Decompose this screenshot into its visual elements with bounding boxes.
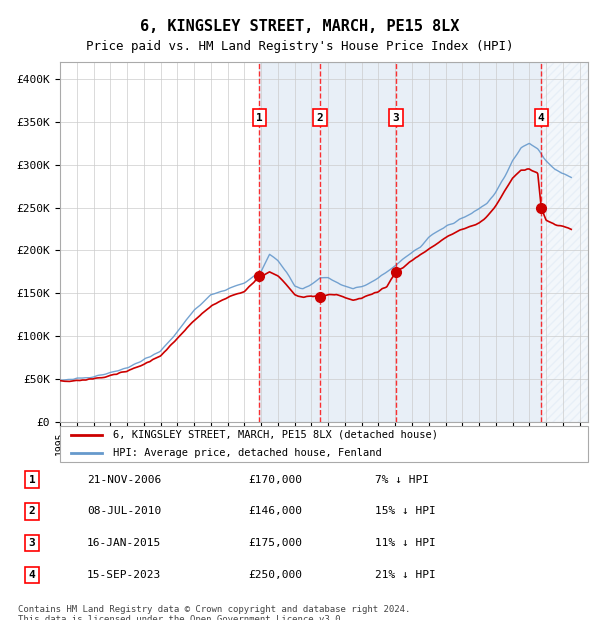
Bar <box>259 62 541 422</box>
Text: 4: 4 <box>29 570 35 580</box>
Text: 2: 2 <box>317 113 323 123</box>
FancyBboxPatch shape <box>60 426 588 462</box>
Text: 7% ↓ HPI: 7% ↓ HPI <box>375 474 429 485</box>
Text: Contains HM Land Registry data © Crown copyright and database right 2024.
This d: Contains HM Land Registry data © Crown c… <box>18 604 410 620</box>
Text: HPI: Average price, detached house, Fenland: HPI: Average price, detached house, Fenl… <box>113 448 382 458</box>
Text: 3: 3 <box>29 538 35 548</box>
Text: 6, KINGSLEY STREET, MARCH, PE15 8LX (detached house): 6, KINGSLEY STREET, MARCH, PE15 8LX (det… <box>113 430 438 440</box>
Text: 6, KINGSLEY STREET, MARCH, PE15 8LX: 6, KINGSLEY STREET, MARCH, PE15 8LX <box>140 19 460 33</box>
Text: £250,000: £250,000 <box>248 570 302 580</box>
Text: 1: 1 <box>256 113 263 123</box>
Text: 15% ↓ HPI: 15% ↓ HPI <box>375 507 436 516</box>
Text: 3: 3 <box>392 113 399 123</box>
Text: 21% ↓ HPI: 21% ↓ HPI <box>375 570 436 580</box>
Text: Price paid vs. HM Land Registry's House Price Index (HPI): Price paid vs. HM Land Registry's House … <box>86 40 514 53</box>
Text: 11% ↓ HPI: 11% ↓ HPI <box>375 538 436 548</box>
Bar <box>541 62 588 422</box>
Text: 2: 2 <box>29 507 35 516</box>
Text: 15-SEP-2023: 15-SEP-2023 <box>87 570 161 580</box>
Text: £175,000: £175,000 <box>248 538 302 548</box>
Text: £170,000: £170,000 <box>248 474 302 485</box>
Text: 4: 4 <box>538 113 545 123</box>
Text: 08-JUL-2010: 08-JUL-2010 <box>87 507 161 516</box>
Text: 21-NOV-2006: 21-NOV-2006 <box>87 474 161 485</box>
Text: 16-JAN-2015: 16-JAN-2015 <box>87 538 161 548</box>
Text: 1: 1 <box>29 474 35 485</box>
Text: £146,000: £146,000 <box>248 507 302 516</box>
